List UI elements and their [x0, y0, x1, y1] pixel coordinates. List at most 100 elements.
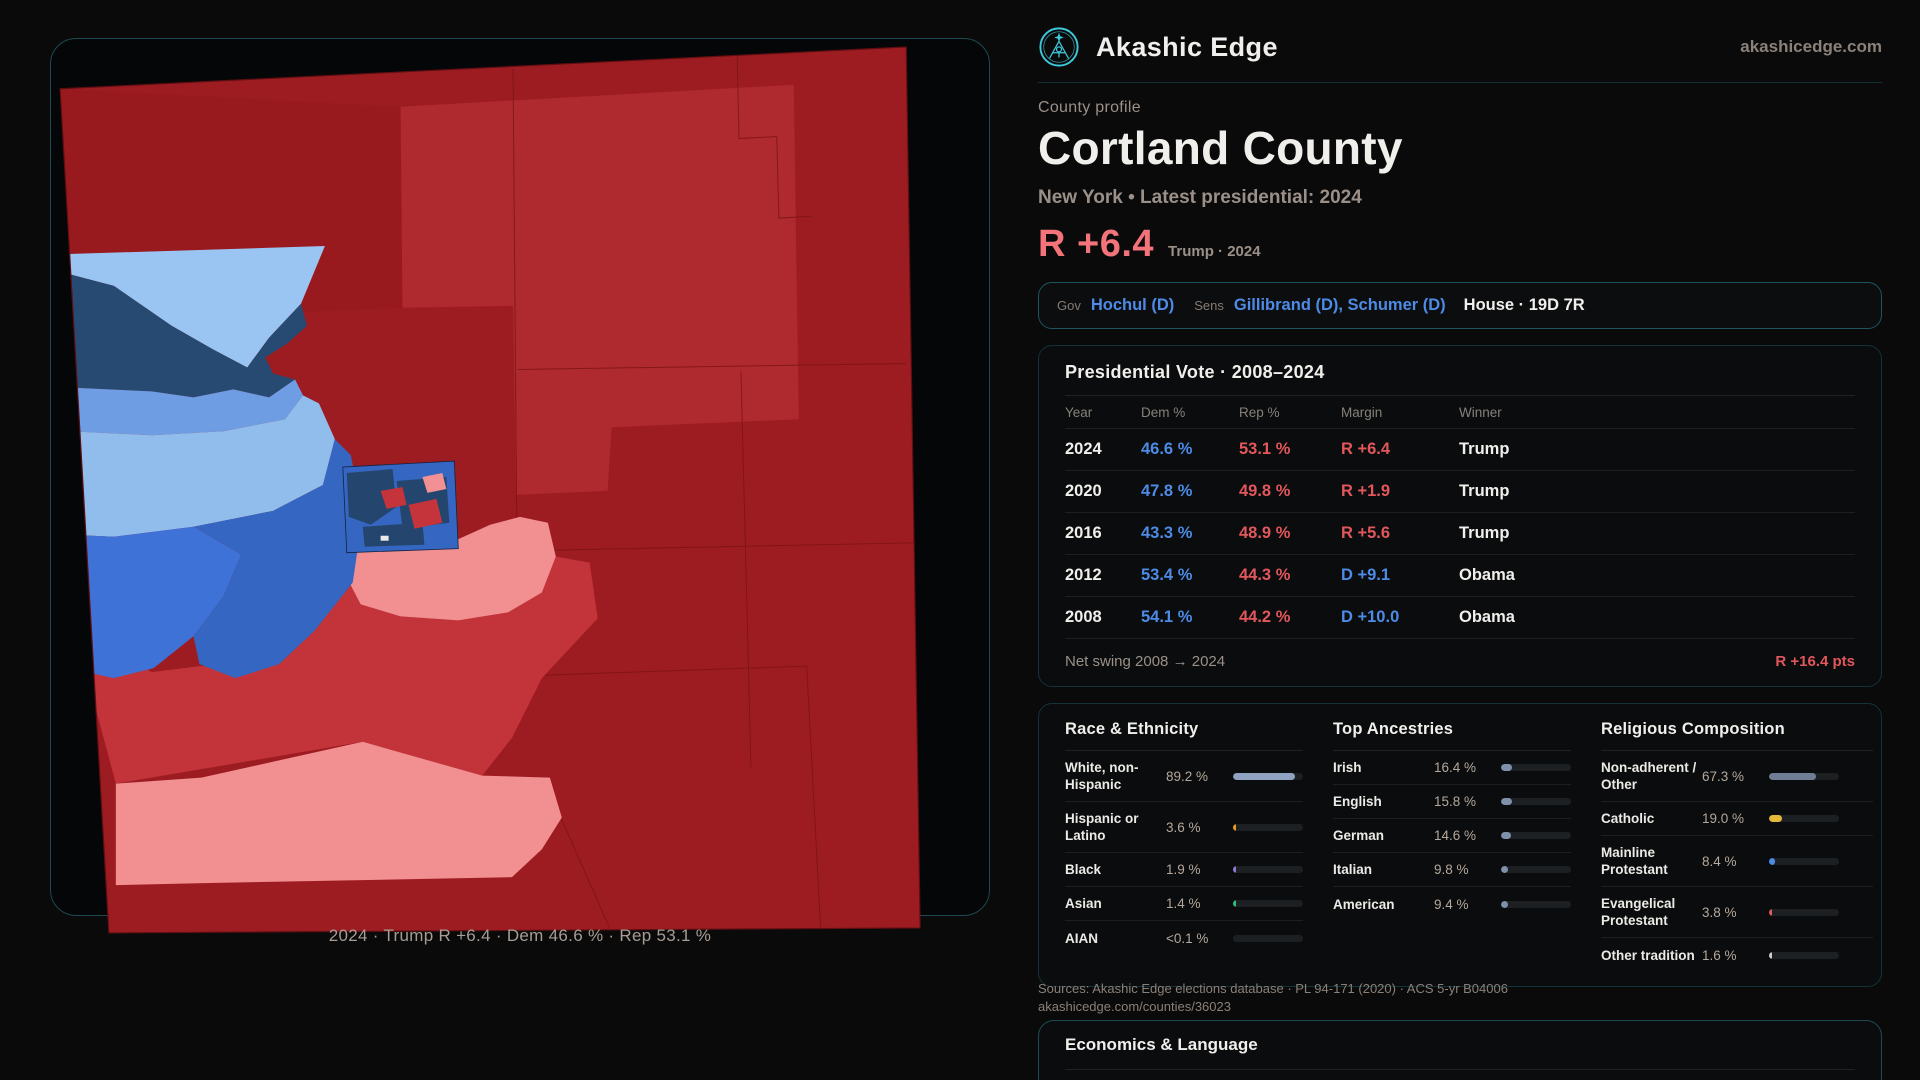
stat-bar — [1233, 900, 1303, 907]
stat-value: 16.4 % — [1434, 760, 1477, 775]
stat-bar-fill — [1769, 815, 1783, 822]
winner-cell: Obama — [1459, 566, 1515, 584]
stat-bar — [1233, 866, 1303, 873]
house-delegation: House · 19D 7R — [1463, 296, 1585, 314]
stat-value: 3.8 % — [1702, 904, 1737, 920]
religious-composition-section: Religious Composition Non-adherent / Oth… — [1601, 720, 1873, 972]
ancestry-rows: Irish 16.4 % English 15.8 % German 14.6 % Ital… — [1333, 751, 1571, 921]
stat-bar — [1769, 857, 1839, 865]
stat-bar-fill — [1501, 764, 1513, 771]
winner-cell: Trump — [1459, 524, 1510, 542]
sens-label: Sens — [1194, 298, 1224, 313]
stat-row: Italian 9.8 % — [1333, 853, 1571, 887]
column-header: Winner — [1459, 396, 1855, 429]
margin-cell: D +9.1 — [1341, 566, 1391, 584]
race-ethnicity-section: Race & Ethnicity White, non-Hispanic 89.2… — [1065, 720, 1303, 972]
headline-margin: R +6.4 Trump · 2024 — [1038, 223, 1882, 266]
divider — [1333, 750, 1571, 751]
map-city-cluster — [342, 460, 459, 554]
religious-composition-title: Religious Composition — [1601, 720, 1785, 738]
stat-bar-fill — [1501, 798, 1513, 805]
brand-name: Akashic Edge — [1096, 31, 1278, 62]
net-swing-label: Net swing 2008 → 2024 — [1065, 653, 1226, 670]
sources-note: Sources: Akashic Edge elections database… — [1038, 980, 1882, 1016]
religion-rows: Non-adherent / Other 67.3 % Catholic 19.0 %… — [1601, 751, 1873, 972]
precinct-map[interactable] — [51, 39, 989, 934]
stat-label: Other tradition — [1601, 947, 1695, 963]
eyebrow-label: County profile — [1038, 99, 1141, 116]
stat-value: 14.6 % — [1434, 828, 1477, 843]
dem-pct-cell: 54.1 % — [1141, 608, 1193, 626]
net-swing-row: Net swing 2008 → 2024 R +16.4 pts — [1065, 641, 1855, 670]
gov-label: Gov — [1057, 298, 1081, 313]
stat-row: Black 1.9 % — [1065, 853, 1303, 887]
site-domain-link[interactable]: akashicedge.com — [1740, 37, 1882, 56]
rep-pct-cell: 48.9 % — [1239, 524, 1291, 542]
table-row[interactable]: 2024 46.6 % 53.1 % R +6.4 Trump — [1065, 429, 1855, 471]
stat-label: German — [1333, 828, 1385, 843]
winner-cell: Trump — [1459, 482, 1510, 500]
margin-context: Trump · 2024 — [1168, 243, 1261, 260]
dem-pct-cell: 43.3 % — [1141, 524, 1193, 542]
winner-cell: Obama — [1459, 608, 1515, 626]
stat-bar — [1501, 832, 1571, 839]
stat-bar-fill — [1501, 832, 1512, 839]
divider — [1065, 395, 1855, 396]
stat-bar — [1233, 823, 1303, 831]
stat-value: 1.9 % — [1166, 862, 1201, 877]
margin-cell: R +5.6 — [1341, 524, 1391, 542]
presidential-vote-title: Presidential Vote · 2008–2024 — [1065, 362, 1325, 382]
rep-pct-cell: 44.3 % — [1239, 566, 1291, 584]
stat-bar-fill — [1233, 772, 1296, 780]
stat-label: White, non-Hispanic — [1065, 760, 1139, 792]
stat-row: Non-adherent / Other 67.3 % — [1601, 751, 1873, 802]
year-cell: 2016 — [1065, 524, 1102, 542]
stat-bar — [1501, 764, 1571, 771]
map-region-lightblue-lower — [68, 395, 335, 537]
table-row[interactable]: 2020 47.8 % 49.8 % R +1.9 Trump — [1065, 471, 1855, 513]
stat-row: German 14.6 % — [1333, 819, 1571, 853]
table-body: 2024 46.6 % 53.1 % R +6.4 Trump 2020 47.8 % 49.… — [1065, 429, 1855, 639]
stat-value: 89.2 % — [1166, 768, 1209, 784]
officials-bar: Gov Hochul (D) Sens Gillibrand (D), Schu… — [1038, 282, 1882, 329]
table-header-row: Year Dem % Rep % Margin Winner — [1065, 396, 1855, 429]
dem-pct-cell: 46.6 % — [1141, 440, 1193, 458]
stat-bar-fill — [1233, 866, 1236, 873]
map-region-navy — [68, 273, 307, 398]
stat-value: 1.4 % — [1166, 896, 1201, 911]
stat-label: Mainline Protestant — [1601, 845, 1668, 877]
year-cell: 2024 — [1065, 440, 1102, 458]
site-header: Akashic Edge akashicedge.com — [1038, 26, 1882, 83]
stat-label: Non-adherent / Other — [1601, 760, 1697, 792]
margin-cell: R +6.4 — [1341, 440, 1391, 458]
rep-pct-cell: 49.8 % — [1239, 482, 1291, 500]
presidential-vote-card: Presidential Vote · 2008–2024 Year Dem % R… — [1038, 345, 1882, 687]
table-row[interactable]: 2016 43.3 % 48.9 % R +5.6 Trump — [1065, 513, 1855, 555]
stat-label: Black — [1065, 862, 1102, 877]
demographics-card: Race & Ethnicity White, non-Hispanic 89.2… — [1038, 703, 1882, 987]
divider — [1065, 1069, 1855, 1070]
divider — [1601, 750, 1873, 751]
table-row[interactable]: 2012 53.4 % 44.3 % D +9.1 Obama — [1065, 555, 1855, 597]
column-header: Margin — [1341, 396, 1459, 429]
table-row[interactable]: 2008 54.1 % 44.2 % D +10.0 Obama — [1065, 597, 1855, 639]
stat-bar-fill — [1501, 900, 1508, 908]
stat-row: American 9.4 % — [1333, 887, 1571, 921]
rep-pct-cell: 44.2 % — [1239, 608, 1291, 626]
year-cell: 2020 — [1065, 482, 1102, 500]
stat-value: 19.0 % — [1702, 811, 1745, 826]
sources-line: Sources: Akashic Edge elections database… — [1038, 981, 1508, 996]
map-region-topmid-red — [400, 84, 799, 495]
economics-language-card: Economics & Language — [1038, 1020, 1882, 1080]
governor-link[interactable]: Hochul (D) — [1090, 296, 1175, 314]
margin-cell: D +10.0 — [1341, 608, 1400, 626]
column-header: Rep % — [1239, 396, 1341, 429]
stat-row: Mainline Protestant 8.4 % — [1601, 836, 1873, 887]
stat-value: 3.6 % — [1166, 819, 1201, 835]
stat-bar — [1769, 815, 1839, 822]
senators-link[interactable]: Gillibrand (D), Schumer (D) — [1233, 296, 1446, 314]
permalink[interactable]: akashicedge.com/counties/36023 — [1038, 999, 1231, 1014]
map-region-medblue-wedge — [193, 439, 363, 679]
stat-bar-fill — [1769, 772, 1817, 780]
map-regions — [60, 46, 921, 933]
